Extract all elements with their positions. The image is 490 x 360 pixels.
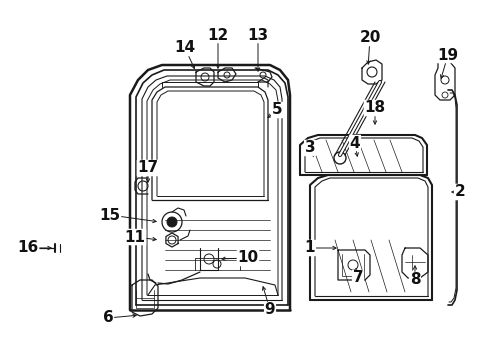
Text: 6: 6	[102, 310, 113, 325]
Text: 12: 12	[207, 27, 229, 42]
Text: 17: 17	[137, 161, 159, 175]
Text: 8: 8	[410, 273, 420, 288]
Text: 20: 20	[359, 31, 381, 45]
Text: 9: 9	[265, 302, 275, 318]
Text: 1: 1	[305, 240, 315, 256]
Text: 13: 13	[247, 27, 269, 42]
Text: 19: 19	[438, 48, 459, 63]
Text: 18: 18	[365, 100, 386, 116]
Text: 11: 11	[124, 230, 146, 244]
Text: 7: 7	[353, 270, 363, 285]
Text: 2: 2	[455, 184, 466, 199]
Text: 5: 5	[271, 103, 282, 117]
Text: 4: 4	[350, 135, 360, 150]
Text: 3: 3	[305, 140, 315, 156]
Text: 10: 10	[238, 251, 259, 266]
Circle shape	[167, 217, 177, 227]
Text: 16: 16	[17, 240, 39, 256]
Text: 15: 15	[99, 207, 121, 222]
Text: 14: 14	[174, 40, 196, 55]
